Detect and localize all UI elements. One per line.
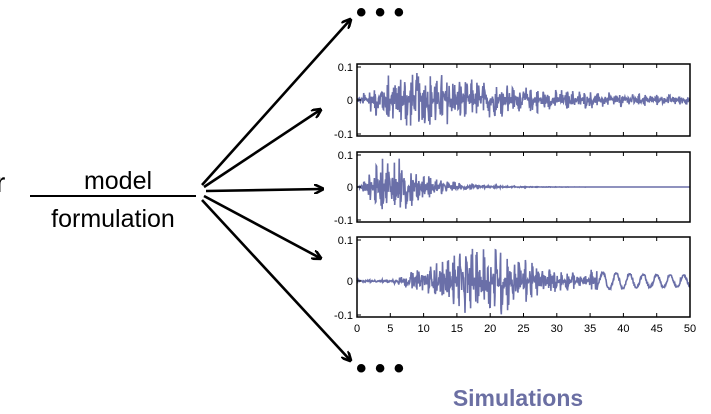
arrow-to-plot-3 [203, 194, 320, 258]
model-label-bottom: formulation [51, 205, 175, 233]
signal-trace [356, 158, 690, 210]
plot-panel-1: 0.1 0 -0.1 [334, 62, 691, 141]
y-tick-label: 0 [347, 95, 353, 107]
arrow-to-plot-2 [205, 189, 322, 191]
y-tick-label: -0.1 [334, 129, 353, 141]
x-tick-label: 45 [651, 323, 663, 335]
simulations-caption: Simulations [453, 385, 583, 411]
y-tick-label: 0.1 [338, 235, 353, 247]
plots-group: 0.10-0.10.10-0.10.10-0.10 5 10 15 20 25 30 35 40… [334, 62, 696, 335]
x-tick-label: 10 [417, 323, 429, 335]
left-edge-char: r [0, 167, 5, 198]
x-tick-label: 30 [551, 323, 563, 335]
plot-panel-2: 0.1 0 -0.1 [334, 150, 691, 227]
x-tick-label: 35 [584, 323, 596, 335]
x-tick-label: 5 [387, 323, 393, 335]
x-tick-label: 40 [617, 323, 629, 335]
x-tick-label: 0 [354, 323, 360, 335]
x-tick-label: 15 [451, 323, 463, 335]
x-tick-label: 25 [517, 323, 529, 335]
y-tick-label: -0.1 [334, 310, 353, 322]
y-tick-label: 0.1 [338, 150, 353, 162]
arrow-to-ellipsis-bottom [201, 199, 350, 360]
model-label-top: model [84, 167, 152, 195]
signal-trace [356, 72, 691, 126]
y-tick-label: 0 [347, 182, 353, 194]
ellipsis-top: • • • [356, 0, 404, 29]
y-tick-label: -0.1 [334, 215, 353, 227]
plot-panel-3: 0.1 0 -0.1 [334, 235, 691, 322]
arrow-to-plot-1 [203, 110, 320, 189]
x-tick-label: 50 [684, 323, 696, 335]
x-tick-label: 20 [484, 323, 496, 335]
arrows-group [201, 20, 350, 360]
y-tick-label: 0 [347, 276, 353, 288]
arrow-to-ellipsis-top [201, 20, 350, 186]
signal-trace [356, 248, 691, 315]
y-tick-label: 0.1 [338, 62, 353, 74]
ellipsis-bottom: • • • [356, 352, 404, 385]
